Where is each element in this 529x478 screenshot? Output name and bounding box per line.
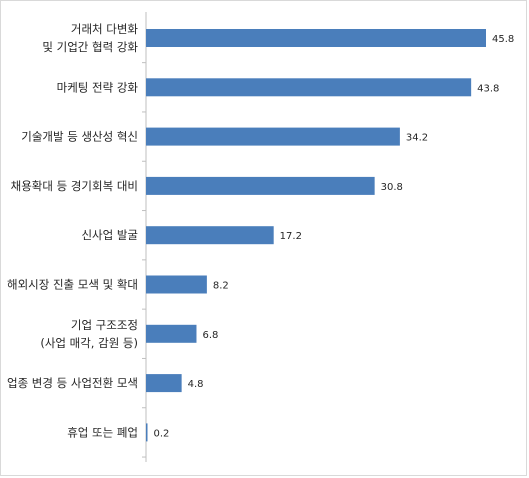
category-label: 채용확대 등 경기회복 대비 bbox=[11, 179, 138, 193]
value-label: 34.2 bbox=[406, 133, 428, 144]
category-label: 휴업 또는 폐업 bbox=[67, 425, 138, 439]
bar bbox=[146, 176, 375, 195]
category-label: 기업 구조조정 (사업 매각, 감원 등) bbox=[40, 318, 138, 350]
bar bbox=[146, 127, 400, 146]
bar bbox=[146, 275, 207, 294]
bar bbox=[146, 78, 472, 97]
value-label: 45.8 bbox=[492, 34, 514, 45]
value-label: 4.8 bbox=[188, 379, 204, 390]
category-label: 신사업 발굴 bbox=[81, 228, 138, 242]
value-label: 43.8 bbox=[477, 83, 499, 94]
category-label: 해외시장 진출 모색 및 확대 bbox=[7, 278, 138, 292]
value-label: 30.8 bbox=[381, 182, 403, 193]
category-label: 업종 변경 등 사업전환 모색 bbox=[7, 376, 138, 390]
bar bbox=[146, 374, 182, 393]
value-label: 0.2 bbox=[154, 428, 170, 439]
bar bbox=[146, 324, 197, 343]
value-label: 17.2 bbox=[280, 231, 302, 242]
bar bbox=[146, 29, 486, 47]
category-label: 거래처 다변화 및 기업간 협력 강화 bbox=[42, 22, 138, 54]
bar bbox=[146, 226, 274, 245]
category-label: 마케팅 전략 강화 bbox=[57, 80, 139, 94]
value-label: 6.8 bbox=[202, 330, 218, 341]
bar bbox=[146, 423, 148, 442]
value-label: 8.2 bbox=[213, 281, 229, 292]
category-label: 기술개발 등 생산성 혁신 bbox=[21, 130, 138, 144]
